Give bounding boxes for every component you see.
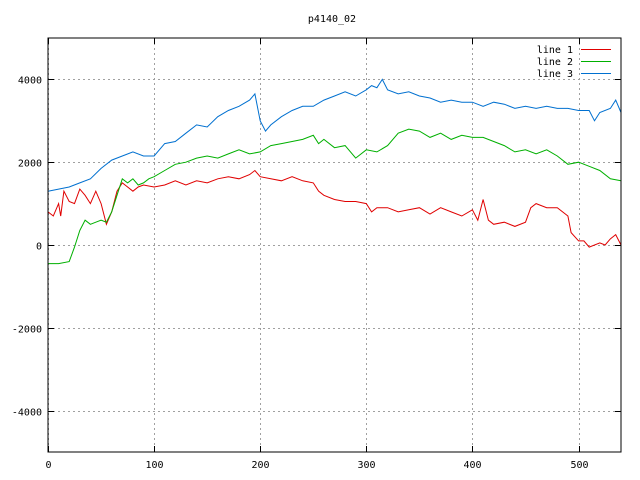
x-tick-label: 100 [145,460,163,471]
y-tick-label: -4000 [12,408,42,419]
x-tick-label: 400 [463,460,481,471]
y-axis-ticks: -4000 -2000 0 2000 4000 [12,76,621,419]
y-tick-label: 4000 [18,76,42,87]
plot-frame [47,37,622,453]
x-tick-label: 300 [357,460,375,471]
grid [48,38,621,452]
chart-title: p4140_02 [308,14,356,25]
x-tick-label: 200 [251,460,269,471]
legend-label-3: line 3 [537,69,573,80]
x-tick-label: 0 [45,460,51,471]
x-tick-label: 500 [570,460,588,471]
series-lines [47,78,622,265]
series-line-3 [47,78,622,192]
y-tick-label: -2000 [12,325,42,336]
x-axis-ticks: 0 100 200 300 400 500 [45,38,589,471]
legend-label-1: line 1 [537,45,573,56]
legend-label-2: line 2 [537,57,573,68]
series-line-2 [48,128,622,265]
series-line-1 [47,169,622,248]
y-tick-label: 0 [36,242,42,253]
y-tick-label: 2000 [18,159,42,170]
